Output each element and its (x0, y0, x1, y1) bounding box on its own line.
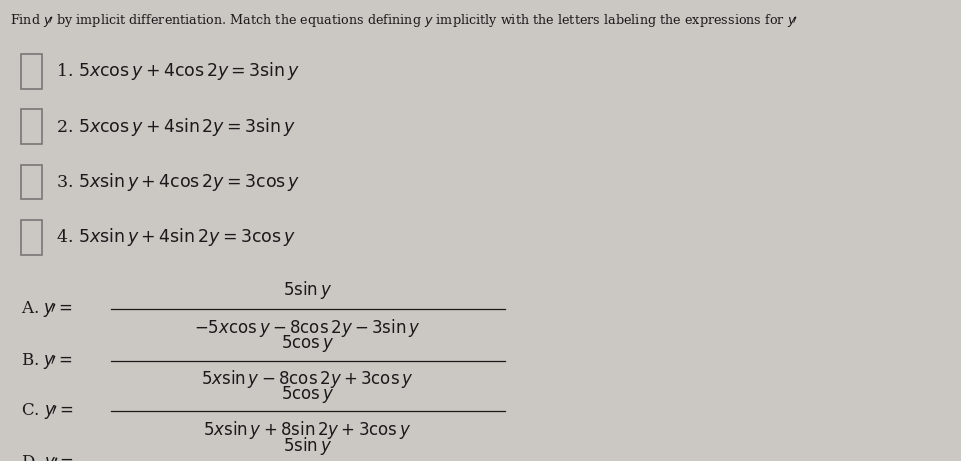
Text: $-5x\cos y - 8\cos 2y - 3\sin y$: $-5x\cos y - 8\cos 2y - 3\sin y$ (194, 317, 421, 339)
Bar (21, 110, 42, 144)
Text: $5\sin y$: $5\sin y$ (283, 279, 333, 301)
Text: $5x\sin y - 8\cos 2y + 3\cos y$: $5x\sin y - 8\cos 2y + 3\cos y$ (201, 368, 414, 390)
Text: $5\cos y$: $5\cos y$ (281, 333, 334, 354)
Text: $5\sin y$: $5\sin y$ (283, 435, 333, 457)
Text: C. $y\!\prime = $: C. $y\!\prime = $ (21, 401, 74, 421)
Bar (21, 54, 42, 89)
Bar (21, 220, 42, 254)
Text: $5\cos y$: $5\cos y$ (281, 384, 334, 405)
Text: 2. $5x\cos y + 4\sin 2y = 3\sin y$: 2. $5x\cos y + 4\sin 2y = 3\sin y$ (56, 116, 296, 138)
Text: 4. $5x\sin y + 4\sin 2y = 3\cos y$: 4. $5x\sin y + 4\sin 2y = 3\cos y$ (56, 226, 296, 248)
Text: B. $y\!\prime = $: B. $y\!\prime = $ (21, 350, 73, 371)
Text: 1. $5x\cos y + 4\cos 2y = 3\sin y$: 1. $5x\cos y + 4\cos 2y = 3\sin y$ (56, 60, 300, 83)
Text: 3. $5x\sin y + 4\cos 2y = 3\cos y$: 3. $5x\sin y + 4\cos 2y = 3\cos y$ (56, 171, 300, 193)
Text: D. $y\!\prime = $: D. $y\!\prime = $ (21, 453, 74, 461)
Bar (21, 165, 42, 200)
Text: $5x\sin y + 8\sin 2y + 3\cos y$: $5x\sin y + 8\sin 2y + 3\cos y$ (204, 419, 411, 441)
Text: Find $y\!\prime$ by implicit differentiation. Match the equations defining $y$ i: Find $y\!\prime$ by implicit differentia… (10, 12, 798, 29)
Text: A. $y\!\prime = $: A. $y\!\prime = $ (21, 299, 73, 319)
